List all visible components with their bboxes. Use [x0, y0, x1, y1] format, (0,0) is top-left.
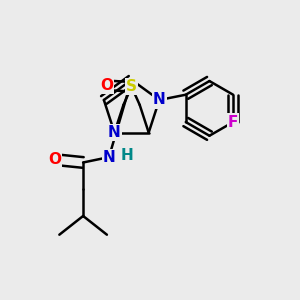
Text: O: O: [100, 78, 113, 93]
Text: S: S: [126, 79, 137, 94]
Text: N: N: [108, 125, 121, 140]
Text: N: N: [103, 150, 116, 165]
Text: H: H: [121, 148, 134, 163]
Text: N: N: [153, 92, 166, 107]
Text: O: O: [48, 152, 61, 167]
Text: F: F: [228, 115, 238, 130]
